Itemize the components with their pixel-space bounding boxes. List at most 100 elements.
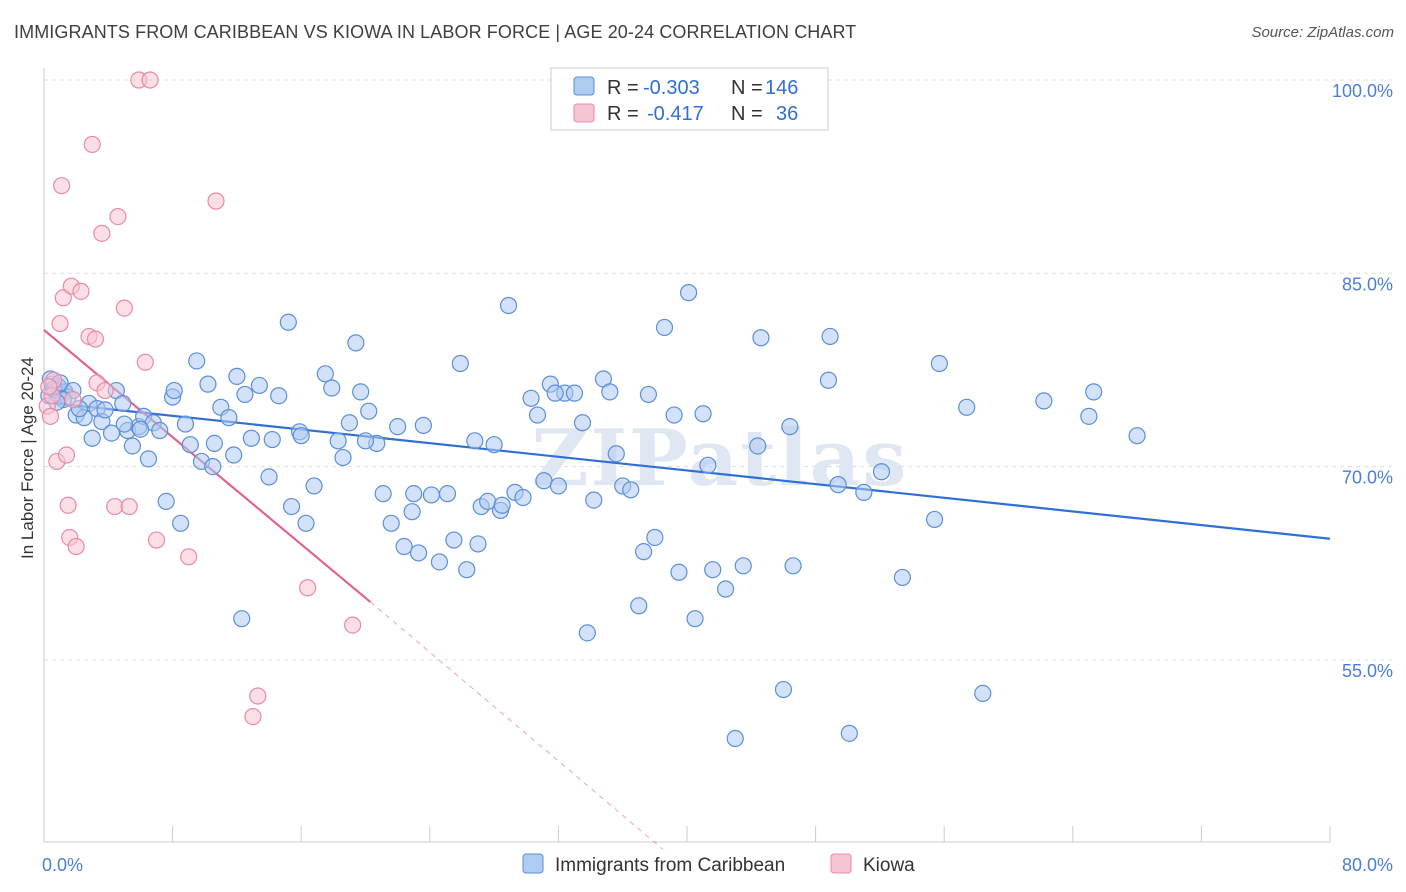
chart-title: IMMIGRANTS FROM CARIBBEAN VS KIOWA IN LA… <box>14 22 857 42</box>
legend-box <box>550 67 829 131</box>
caribbean-point <box>329 432 347 450</box>
caribbean-point <box>855 483 873 501</box>
caribbean-point <box>930 354 948 373</box>
caribbean-point <box>499 296 518 315</box>
kiowa-point <box>41 407 60 425</box>
kiowa-point <box>57 446 76 464</box>
caribbean-point <box>382 514 400 532</box>
caribbean-point <box>646 528 664 547</box>
caribbean-point <box>414 416 432 434</box>
kiowa-point <box>40 378 58 396</box>
caribbean-point <box>1128 427 1146 445</box>
y-tick-label: 85.0% <box>1342 274 1393 294</box>
legend-r-label-1: R = <box>607 77 639 99</box>
legend-n-value-2: 36 <box>776 103 798 125</box>
caribbean-point <box>694 405 712 423</box>
caribbean-point <box>356 432 375 450</box>
caribbean-point <box>438 485 457 503</box>
kiowa-point <box>244 708 262 726</box>
caribbean-point <box>522 389 540 407</box>
caribbean-point <box>188 352 206 370</box>
caribbean-point <box>151 421 169 440</box>
caribbean-point <box>726 729 744 748</box>
kiowa-point <box>59 496 77 514</box>
caribbean-point <box>316 365 334 383</box>
series-legend: Immigrants from Caribbean Kiowa <box>522 853 915 876</box>
caribbean-point <box>699 456 717 474</box>
caribbean-point <box>493 496 511 514</box>
caribbean-point <box>250 376 269 395</box>
x-tick-label-min: 0.0% <box>42 855 83 875</box>
caribbean-point <box>670 563 688 581</box>
kiowa-point <box>72 282 90 300</box>
caribbean-point <box>305 477 323 495</box>
kiowa-trend-extension <box>369 601 664 850</box>
series-label-caribbean: Immigrants from Caribbean <box>555 855 785 876</box>
kiowa-point <box>109 207 127 226</box>
caribbean-point <box>352 383 370 401</box>
legend: R = -0.303 N = 146 R = -0.417 N = 36 <box>550 67 829 131</box>
caribbean-point <box>405 485 423 503</box>
caribbean-point <box>680 284 698 302</box>
caribbean-point <box>630 597 648 615</box>
caribbean-point <box>872 463 891 481</box>
kiowa-point <box>344 616 362 634</box>
caribbean-point <box>220 409 238 427</box>
legend-r-value-1: -0.303 <box>643 77 700 99</box>
kiowa-point <box>64 390 82 409</box>
caribbean-point <box>374 485 392 503</box>
caribbean-point <box>225 446 243 464</box>
caribbean-point <box>292 427 310 445</box>
caribbean-point <box>199 375 217 393</box>
caribbean-point <box>716 580 735 598</box>
caribbean-point <box>655 318 674 337</box>
caribbean-point <box>752 329 770 347</box>
kiowa-point <box>53 177 71 195</box>
kiowa-point <box>147 531 166 549</box>
caribbean-point <box>573 414 592 432</box>
kiowa-point <box>115 299 133 317</box>
caribbean-point <box>270 387 288 405</box>
caribbean-point <box>409 544 428 562</box>
caribbean-point <box>546 384 564 402</box>
y-tick-label: 55.0% <box>1342 661 1393 681</box>
data-points <box>38 71 1146 748</box>
caribbean-point <box>549 477 568 495</box>
caribbean-point <box>466 432 484 450</box>
caribbean-point <box>528 406 547 424</box>
series-swatch-kiowa <box>830 853 852 874</box>
caribbean-point <box>242 429 260 447</box>
caribbean-point <box>96 401 114 419</box>
caribbean-point <box>360 402 378 420</box>
caribbean-point <box>114 394 132 413</box>
caribbean-point <box>228 367 246 385</box>
caribbean-trend-line <box>43 401 1331 540</box>
caribbean-point <box>734 557 752 575</box>
caribbean-point <box>297 514 315 532</box>
caribbean-point <box>1085 383 1103 401</box>
caribbean-point <box>263 430 281 449</box>
axes <box>43 68 1331 843</box>
caribbean-point <box>485 436 503 454</box>
kiowa-point <box>299 579 317 597</box>
legend-r-value-2: -0.417 <box>647 103 704 125</box>
source-note: Source: ZipAtlas.com <box>1251 24 1394 41</box>
caribbean-point <box>403 503 421 521</box>
series-swatch-caribbean <box>522 853 544 874</box>
kiowa-point <box>106 497 124 516</box>
caribbean-point <box>781 418 799 436</box>
caribbean-point <box>451 354 469 373</box>
kiowa-point <box>51 314 69 333</box>
kiowa-point <box>93 224 111 242</box>
caribbean-point <box>157 492 175 510</box>
kiowa-point <box>207 192 225 210</box>
y-axis-label: In Labor Force | Age 20-24 <box>18 357 37 559</box>
kiowa-point <box>120 497 138 516</box>
caribbean-point <box>585 491 603 509</box>
caribbean-point <box>578 624 596 642</box>
kiowa-point <box>86 330 105 348</box>
series-label-kiowa: Kiowa <box>863 855 915 876</box>
kiowa-point <box>67 537 85 556</box>
caribbean-point <box>607 445 625 463</box>
legend-swatch-blue <box>573 76 595 96</box>
